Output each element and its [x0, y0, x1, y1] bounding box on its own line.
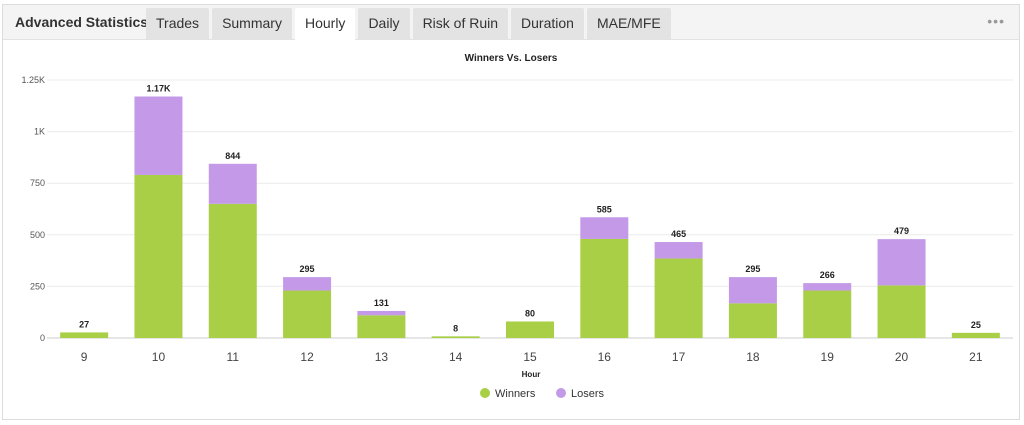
bar-winners-18[interactable]	[728, 303, 777, 338]
x-tick-label: 21	[969, 350, 983, 364]
legend-swatch-losers	[556, 388, 566, 398]
tab-risk-of-ruin[interactable]: Risk of Ruin	[412, 8, 509, 39]
x-axis-ticks: 9 10 11 12 13 14 15 16 17 18 19 20 21	[81, 350, 983, 364]
bar-winners-17[interactable]	[654, 258, 703, 338]
x-axis-label: Hour	[522, 370, 541, 379]
bar-losers-13[interactable]	[357, 310, 406, 316]
legend-label-losers: Losers	[571, 388, 605, 400]
bar-winners-12[interactable]	[283, 290, 332, 338]
bar-total-label: 266	[820, 270, 835, 280]
tab-list: Trades Summary Hourly Daily Risk of Ruin…	[146, 8, 671, 40]
bar-total-label: 465	[671, 229, 686, 239]
y-tick-label: 750	[30, 178, 45, 188]
y-tick-label: 1K	[34, 127, 45, 137]
tab-mae-mfe[interactable]: MAE/MFE	[586, 8, 671, 39]
bar-losers-16[interactable]	[580, 217, 629, 239]
bar-total-label: 131	[374, 298, 389, 308]
legend-label-winners: Winners	[495, 388, 536, 400]
y-tick-label: 500	[30, 230, 45, 240]
advanced-statistics-panel: Advanced Statistics Trades Summary Hourl…	[2, 4, 1020, 420]
bar-losers-10[interactable]	[134, 96, 183, 175]
x-tick-label: 17	[672, 350, 686, 364]
panel-title: Advanced Statistics	[15, 14, 149, 30]
bar-total-label: 27	[79, 319, 89, 329]
chart-bars	[60, 96, 1000, 338]
y-tick-label: 0	[40, 333, 45, 343]
chart-data-labels: 27 1.17K 844 295 131 8 80 585 465 295 266 479 25	[79, 84, 981, 334]
bar-winners-20[interactable]	[877, 285, 926, 338]
tab-hourly[interactable]: Hourly	[294, 8, 356, 40]
y-tick-label: 1.25K	[21, 75, 45, 85]
tab-summary[interactable]: Summary	[212, 8, 292, 39]
legend-item-losers[interactable]: Losers	[556, 388, 605, 400]
bar-total-label: 295	[745, 264, 760, 274]
tab-trades[interactable]: Trades	[146, 8, 210, 39]
bar-total-label: 479	[894, 226, 909, 236]
bar-winners-16[interactable]	[580, 238, 629, 338]
bar-winners-14[interactable]	[431, 336, 480, 338]
bar-winners-10[interactable]	[134, 174, 183, 338]
tab-bar: Advanced Statistics Trades Summary Hourl…	[3, 5, 1019, 40]
x-tick-label: 12	[300, 350, 314, 364]
bar-total-label: 8	[453, 323, 458, 333]
bar-total-label: 585	[597, 204, 612, 214]
bar-winners-21[interactable]	[951, 332, 1000, 338]
x-tick-label: 11	[227, 350, 240, 364]
bar-total-label: 80	[525, 308, 535, 318]
x-tick-label: 16	[598, 350, 612, 364]
y-tick-label: 250	[30, 281, 45, 291]
x-tick-label: 13	[375, 350, 389, 364]
bar-winners-9[interactable]	[60, 332, 109, 338]
x-tick-label: 15	[523, 350, 537, 364]
bar-total-label: 1.17K	[146, 84, 171, 94]
bar-total-label: 25	[971, 320, 981, 330]
x-tick-label: 20	[895, 350, 909, 364]
bar-winners-15[interactable]	[506, 321, 554, 338]
bar-losers-11[interactable]	[208, 163, 257, 204]
bar-losers-20[interactable]	[877, 239, 926, 286]
x-tick-label: 14	[449, 350, 463, 364]
tab-duration[interactable]: Duration	[511, 8, 584, 39]
x-tick-label: 10	[152, 350, 166, 364]
bar-total-label: 844	[225, 151, 240, 161]
bar-losers-18[interactable]	[728, 277, 777, 304]
tab-daily[interactable]: Daily	[358, 8, 410, 39]
more-horizontal-icon[interactable]: •••	[987, 13, 1005, 29]
legend-item-winners[interactable]: Winners	[480, 388, 536, 400]
x-tick-label: 19	[821, 350, 835, 364]
y-axis-ticks: 0 250 500 750 1K 1.25K	[21, 75, 45, 343]
chart-title: Winners Vs. Losers	[465, 53, 558, 64]
x-tick-label: 9	[81, 350, 88, 364]
bar-losers-19[interactable]	[803, 283, 852, 291]
bar-winners-13[interactable]	[357, 315, 406, 338]
bar-winners-19[interactable]	[803, 290, 852, 338]
x-tick-label: 18	[746, 350, 760, 364]
legend: Winners Losers	[480, 388, 605, 400]
bar-total-label: 295	[300, 264, 315, 274]
bar-winners-11[interactable]	[208, 203, 257, 338]
bar-losers-17[interactable]	[654, 242, 703, 259]
bar-losers-12[interactable]	[283, 277, 332, 291]
legend-swatch-winners	[480, 388, 490, 398]
chart-gridlines	[47, 79, 1013, 339]
